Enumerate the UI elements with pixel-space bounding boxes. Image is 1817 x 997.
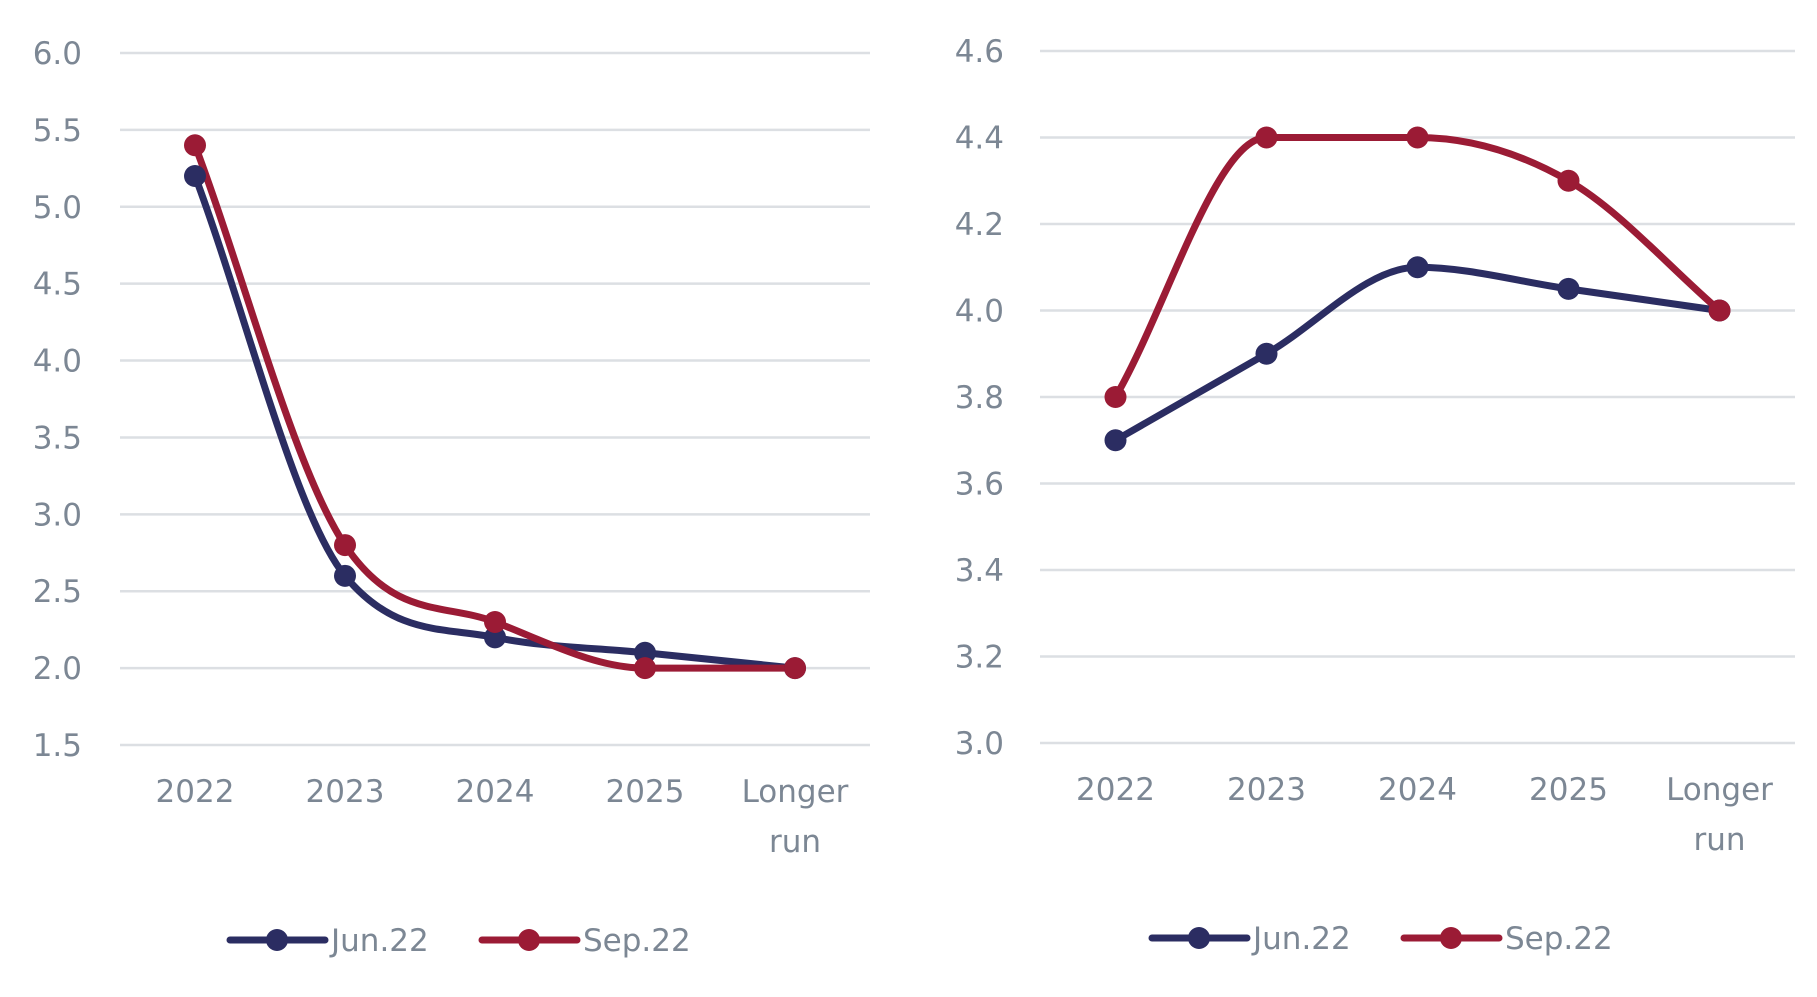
y-tick-label: 2.0 [33,651,82,687]
data-point-sep-22 [1708,299,1731,322]
data-point-jun-22 [634,641,656,664]
x-tick-label: 2023 [306,774,385,810]
data-point-jun-22 [1406,256,1429,279]
data-point-sep-22 [1557,169,1580,192]
y-tick-label: 3.8 [955,380,1004,416]
y-tick-label: 4.4 [955,121,1004,157]
x-tick-label: run [1693,822,1745,858]
x-tick-label: 2022 [156,774,235,810]
legend-swatch-marker [1188,927,1210,949]
y-tick-label: 5.0 [33,190,82,226]
x-tick-label: Longer [742,774,849,810]
legend-label: Jun.22 [1251,921,1351,957]
data-point-jun-22 [484,626,506,649]
y-tick-label: 1.5 [33,728,82,764]
x-tick-label: 2025 [1529,772,1608,808]
data-point-jun-22 [1255,342,1278,365]
series-line-jun-22 [191,172,799,672]
data-point-sep-22 [184,134,206,157]
y-tick-label: 4.2 [955,207,1004,243]
y-tick-label: 4.0 [955,294,1004,330]
legend-label: Sep.22 [583,923,691,959]
y-tick-label: 4.0 [33,344,82,380]
legend-swatch-marker [518,929,540,951]
x-tick-label: 2025 [606,774,685,810]
data-point-sep-22 [1255,126,1278,149]
x-tick-label: 2024 [456,774,535,810]
data-point-sep-22 [1104,386,1127,408]
y-tick-label: 3.2 [955,640,1004,676]
data-point-jun-22 [334,564,356,587]
y-tick-label: 3.6 [955,467,1004,503]
x-tick-label: 2022 [1076,772,1155,808]
data-point-jun-22 [1557,277,1580,300]
legend-label: Sep.22 [1505,921,1613,957]
data-point-sep-22 [1406,126,1429,149]
y-tick-label: 3.4 [955,553,1004,589]
y-tick-label: 6.0 [33,36,82,72]
x-tick-label: 2023 [1227,772,1306,808]
series-line-sep-22 [191,141,799,672]
legend-swatch-marker [1440,927,1462,949]
y-tick-label: 4.5 [33,267,82,303]
y-tick-label: 3.0 [33,497,82,533]
legend-swatch-marker [266,929,288,951]
x-tick-label: run [769,824,821,860]
y-tick-label: 5.5 [33,113,82,149]
y-tick-label: 3.5 [33,420,82,456]
legend-label: Jun.22 [329,923,429,959]
data-point-sep-22 [634,657,656,680]
x-tick-label: 2024 [1378,772,1457,808]
data-point-jun-22 [184,165,206,188]
series-line-sep-22 [1112,133,1723,401]
y-tick-label: 2.5 [33,574,82,610]
y-tick-label: 3.0 [955,726,1004,762]
data-point-jun-22 [1104,429,1127,452]
series-line-jun-22 [1112,263,1723,444]
data-point-sep-22 [334,534,356,557]
data-point-sep-22 [484,610,506,633]
y-tick-label: 4.6 [955,34,1004,70]
data-point-sep-22 [784,657,806,680]
x-tick-label: Longer [1666,772,1773,808]
